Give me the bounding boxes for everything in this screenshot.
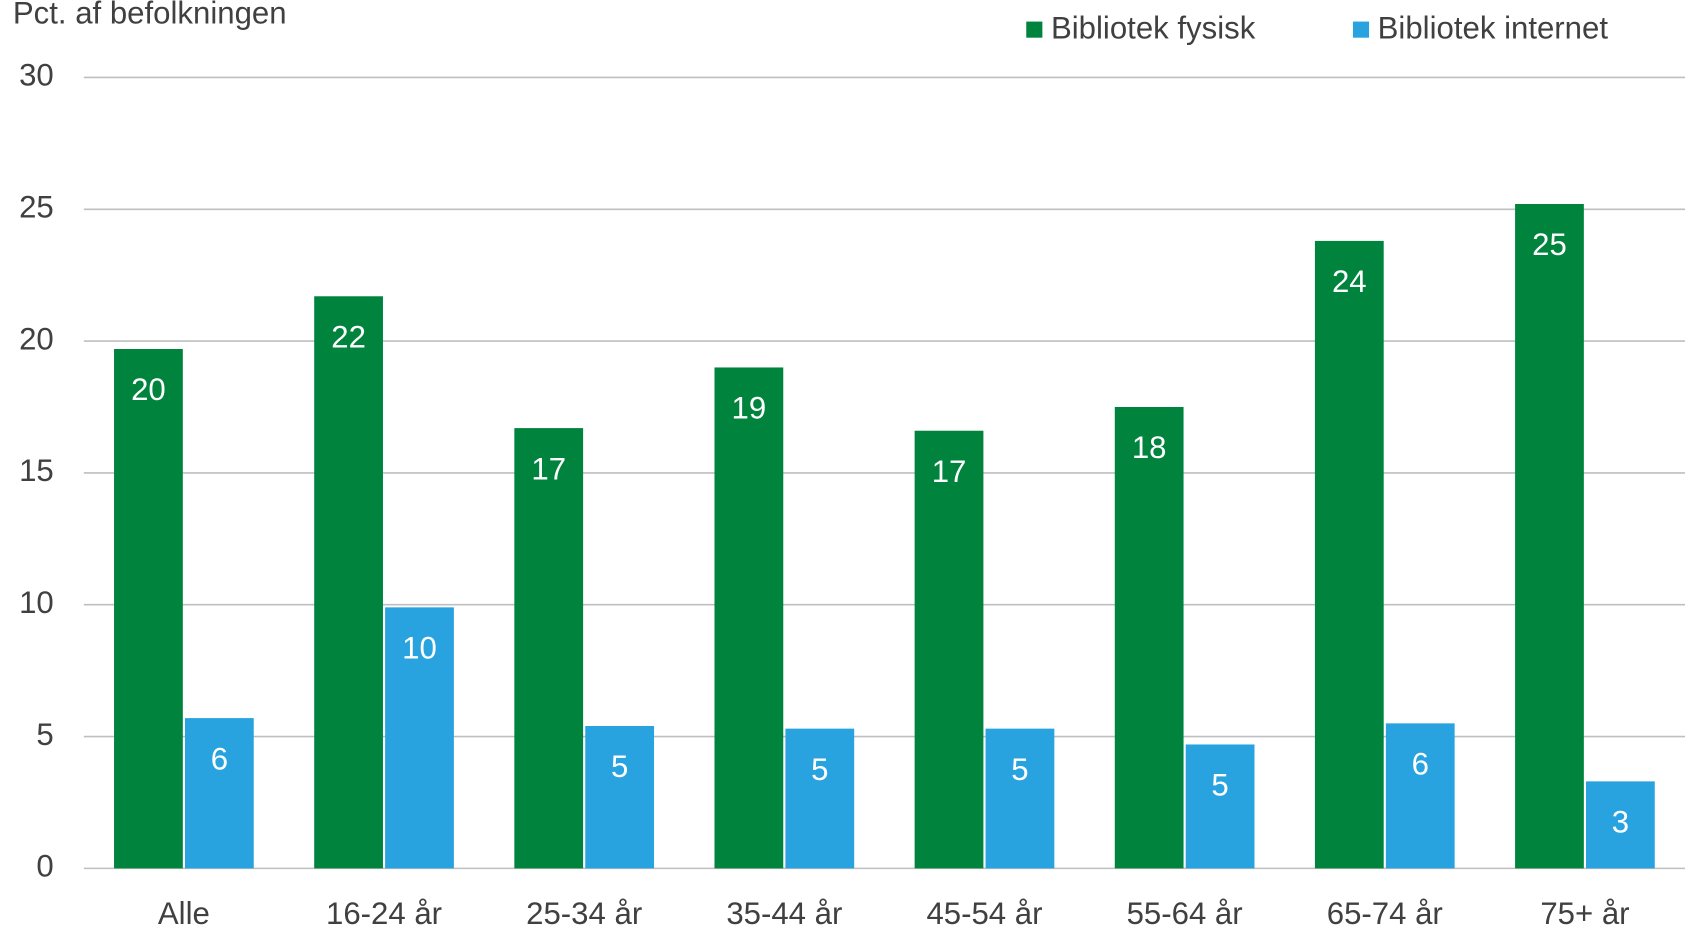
x-tick-label: 35-44 år [726,896,842,931]
data-label: 17 [932,454,967,489]
bar [585,726,655,869]
y-tick-label: 15 [19,453,54,488]
y-axis-label: Pct. af befolkningen [13,0,287,30]
bar [184,718,254,869]
data-label: 17 [531,451,566,486]
bar [1114,407,1184,869]
data-label: 18 [1132,430,1167,465]
bar [985,728,1055,869]
y-tick-label: 30 [19,58,54,93]
bar [385,607,454,869]
data-label: 5 [811,752,828,787]
data-label: 19 [732,391,767,426]
x-tick-label: 55-64 år [1127,896,1243,931]
x-tick-label: 25-34 år [526,896,642,931]
x-tick-label: 65-74 år [1327,896,1443,931]
x-tick-label: 75+ år [1540,896,1629,931]
data-label: 10 [402,631,437,666]
data-label: 5 [1211,768,1228,803]
bar [1385,723,1455,869]
data-label: 25 [1532,227,1567,262]
x-tick-label: 45-54 år [926,896,1042,931]
bar [1314,240,1384,869]
legend-label: Bibliotek internet [1378,10,1609,45]
bar [314,296,383,869]
data-label: 24 [1332,264,1367,299]
bar [914,430,984,869]
legend-swatch [1352,21,1370,38]
y-tick-label: 0 [36,849,53,884]
y-tick-label: 10 [19,585,54,620]
legend-label: Bibliotek fysisk [1051,10,1256,45]
bar [1185,744,1255,869]
bar [1586,781,1655,869]
data-label: 3 [1612,805,1629,840]
bar [714,367,784,869]
legend-swatch [1026,21,1043,38]
data-label: 22 [331,319,366,354]
bar [785,728,855,869]
bar [1515,203,1584,869]
x-tick-label: Alle [158,896,210,931]
y-tick-label: 20 [19,321,54,356]
data-label: 6 [1412,747,1429,782]
x-tick-label: 16-24 år [326,896,442,931]
y-tick-label: 5 [36,717,53,752]
data-label: 20 [131,372,166,407]
bar [514,428,584,869]
y-tick-label: 25 [19,190,54,225]
data-label: 6 [211,741,228,776]
data-label: 5 [611,749,628,784]
bar [114,348,183,869]
data-label: 5 [1011,752,1028,787]
